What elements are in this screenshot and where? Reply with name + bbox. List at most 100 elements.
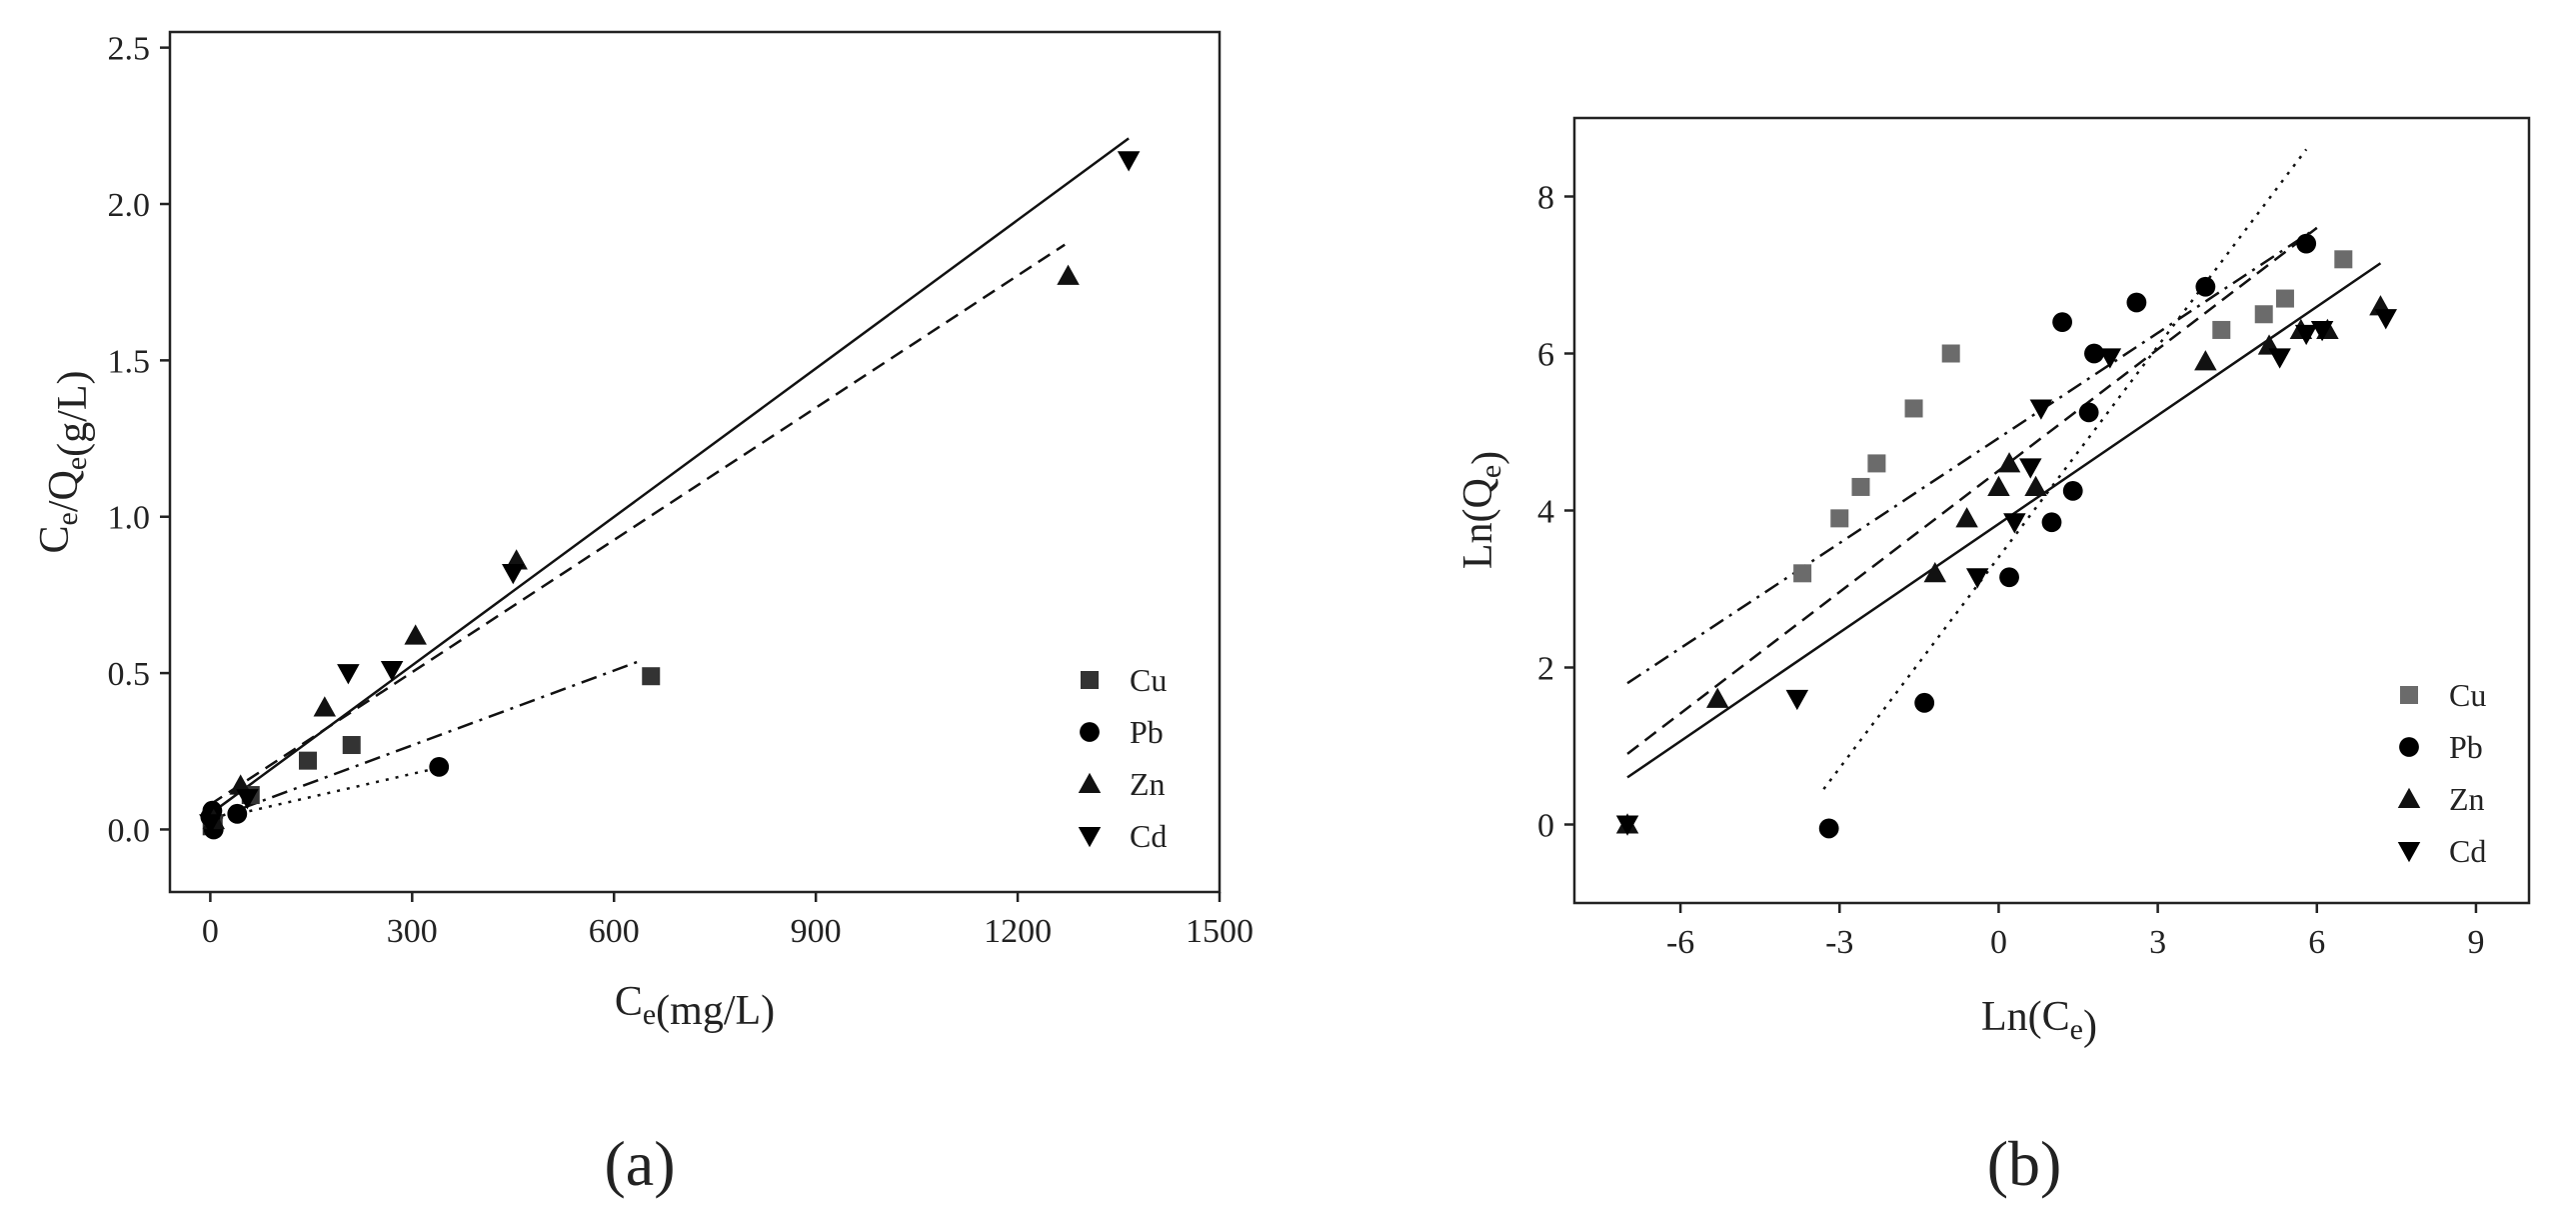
b-point-cd [1965,568,1989,589]
b-legend-marker-cu [2400,686,2418,704]
b-x-tick-label: 3 [2149,924,2166,961]
panel-a-plot-frame [168,30,1222,894]
b-point-pb [1999,567,2019,588]
b-point-cd [1615,815,1639,836]
b-fit-line-zn [1626,262,2382,779]
b-point-zn [1923,562,1947,583]
b-x-tick-label: 9 [2467,924,2484,961]
b-fit-line-cu [1626,226,2318,685]
b-point-cd [2003,513,2026,534]
a-point-cd [199,814,222,835]
b-y-tick-label: 6 [1537,337,1554,374]
b-point-pb [2126,292,2147,313]
b-point-pb [1914,692,1935,713]
a-point-cd [1117,151,1141,172]
b-point-zn [2194,350,2217,371]
b-x-tick-label: -6 [1666,924,1694,961]
panel-b-points [1615,233,2397,839]
b-point-cd [2374,309,2397,330]
b-point-cd [2098,348,2122,369]
a-x-tick-label: 1200 [984,913,1052,950]
b-point-cd [1785,689,1809,711]
panel-b-x-axis-label: Ln(Ce) [1981,994,2097,1049]
b-point-cu [1941,344,1960,363]
b-point-pb [2195,276,2216,297]
a-point-zn [313,696,337,717]
b-point-zn [1987,475,2010,496]
panel-b-plot-frame [1572,116,2531,905]
b-point-zn [2024,475,2047,496]
a-x-tick-label: 900 [791,913,842,950]
a-y-tick-label: 1.0 [108,500,151,537]
a-x-tick-label: 600 [589,913,640,950]
a-legend-label-zn: Zn [1130,766,1166,802]
panel-a-label: (a) [604,1128,675,1199]
b-point-cu [2334,250,2353,269]
a-x-tick-label: 0 [202,913,219,950]
b-point-zn [1706,687,1729,708]
a-legend-label-cu: Cu [1130,662,1167,698]
a-legend-marker-pb [1080,722,1100,742]
b-point-cd [2310,320,2334,342]
b-legend-marker-cd [2397,842,2421,863]
b-y-tick-label: 4 [1537,494,1554,531]
b-legend-marker-zn [2397,787,2421,808]
b-point-cd [2019,458,2042,479]
a-legend-marker-cd [1078,827,1102,848]
b-point-pb [2052,312,2073,332]
a-legend-label-pb: Pb [1130,714,1164,750]
a-x-tick-label: 1500 [1186,913,1254,950]
a-point-cu [298,751,317,770]
a-point-cu [342,736,361,755]
b-point-cu [1793,564,1812,583]
a-point-cd [337,664,360,685]
b-point-cu [1867,454,1886,473]
a-fit-line-zn [209,243,1066,806]
b-point-cu [1904,399,1923,418]
a-fit-line-cu [209,659,642,822]
a-x-tick-label: 300 [387,913,438,950]
b-point-pb [1818,818,1839,839]
a-y-tick-label: 2.5 [108,31,151,68]
a-y-tick-label: 1.5 [108,343,151,380]
b-legend-label-zn: Zn [2449,781,2485,817]
b-x-tick-label: -3 [1825,924,1853,961]
panel-a-isotherm-plot: 0 300 600 900 1200 1500 0.0 0.5 1.0 1.5 2.0 2.5 Cu P… [32,31,1254,1199]
b-x-tick-label: 6 [2308,924,2325,961]
b-point-pb [2084,343,2104,364]
a-fit-line-cd [209,137,1130,815]
b-point-cu [2275,289,2294,308]
b-legend-label-pb: Pb [2449,729,2483,765]
b-point-cu [2254,305,2273,324]
a-point-zn [404,624,427,645]
a-legend-marker-zn [1078,772,1102,793]
panel-a-points [199,151,1141,840]
panel-a-ticks: 0 300 600 900 1200 1500 0.0 0.5 1.0 1.5 2.0 2.5 [108,31,1255,950]
b-point-cd [2268,348,2291,369]
a-legend-label-cd: Cd [1130,818,1167,854]
b-point-zn [1955,507,1978,528]
panel-a-legend: Cu Pb Zn Cd [1078,662,1167,854]
a-point-cd [236,789,259,810]
b-y-tick-label: 8 [1537,180,1554,217]
a-point-zn [1057,264,1080,285]
b-point-cd [2294,324,2318,346]
b-point-cd [2029,399,2053,420]
b-point-zn [1997,452,2021,473]
a-y-tick-label: 0.5 [108,656,151,693]
b-point-pb [2041,512,2062,533]
a-y-tick-label: 0.0 [108,812,151,849]
a-y-tick-label: 2.0 [108,187,151,224]
panel-b-freundlich-plot: -6 -3 0 3 6 9 0 2 4 6 8 Cu Pb Zn Cd Ln(Ce) Ln(Qe) (b) [1455,116,2531,1199]
b-fit-line-pb [1626,226,2318,755]
panel-b-y-axis-label: Ln(Qe) [1455,451,1510,569]
panel-b-label: (b) [1987,1128,2062,1199]
panel-a-y-axis-label: Ce/Qe(g/L) [32,370,96,553]
a-legend-marker-cu [1081,671,1099,689]
panel-b-ticks: -6 -3 0 3 6 9 0 2 4 6 8 [1537,180,2484,962]
a-point-cu [642,667,661,686]
b-point-pb [2062,480,2083,501]
b-point-cu [1830,509,1849,528]
panel-b-legend: Cu Pb Zn Cd [2397,677,2486,869]
